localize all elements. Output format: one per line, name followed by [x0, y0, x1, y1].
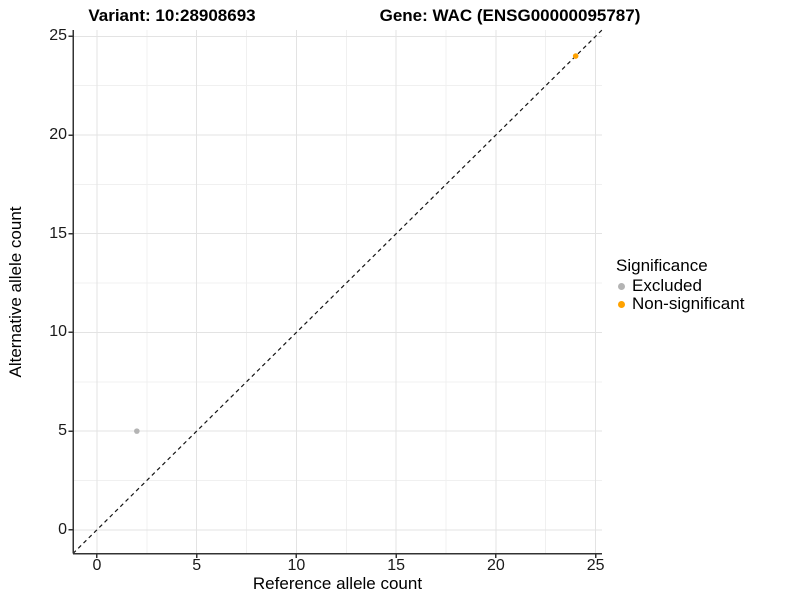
y-tick-label: 15 [49, 224, 67, 242]
x-tick-label: 15 [387, 557, 406, 574]
x-tick-label: 25 [586, 557, 605, 574]
data-point-excluded [134, 428, 140, 434]
legend-items: Excluded Non-significant [616, 277, 744, 313]
x-tick-label: 0 [92, 557, 102, 574]
legend-item-label: Excluded [632, 276, 702, 295]
y-tick-label: 0 [58, 520, 67, 538]
plot-title-gene: Gene: WAC (ENSG00000095787) [379, 6, 641, 25]
y-tick-label: 25 [49, 27, 67, 45]
y-tick-label: 5 [58, 422, 67, 440]
legend: Significance Excluded Non-significant [616, 256, 744, 313]
legend-item-excluded: Excluded [616, 277, 744, 295]
x-tick-label: 20 [486, 557, 505, 574]
legend-key-dot [618, 282, 625, 290]
legend-title: Significance [616, 256, 708, 275]
data-point-non-significant [572, 53, 579, 59]
identity-dashed-line [72, 29, 603, 554]
y-tick-label: 10 [49, 323, 67, 341]
plot-title-variant: Variant: 10:28908693 [88, 6, 256, 25]
x-axis-title: Reference allele count [252, 574, 423, 593]
legend-item-non-significant: Non-significant [616, 295, 744, 313]
legend-item-label: Non-significant [632, 294, 745, 313]
x-tick-label: 10 [287, 557, 306, 574]
y-tick-label: 20 [49, 126, 67, 144]
x-tick-label: 5 [192, 557, 202, 574]
legend-key-dot [618, 300, 625, 308]
